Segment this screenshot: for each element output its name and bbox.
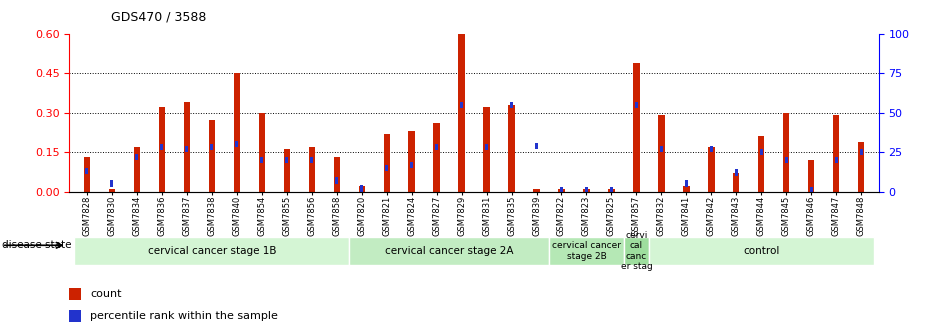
Text: control: control: [743, 246, 780, 256]
Bar: [610, 187, 613, 193]
Bar: [259, 113, 265, 192]
Bar: [549, 237, 624, 265]
Text: count: count: [91, 290, 122, 299]
Bar: [584, 189, 589, 192]
Bar: [834, 157, 838, 163]
Bar: [684, 186, 689, 192]
Bar: [559, 189, 564, 192]
Bar: [709, 147, 714, 192]
Text: disease state: disease state: [2, 240, 71, 250]
Bar: [159, 107, 165, 192]
Bar: [69, 310, 81, 322]
Bar: [85, 168, 89, 174]
Bar: [560, 187, 563, 193]
Bar: [758, 136, 764, 192]
Bar: [734, 169, 738, 176]
Bar: [360, 185, 364, 192]
Bar: [235, 141, 239, 147]
Bar: [310, 157, 314, 163]
Bar: [184, 102, 190, 192]
Text: cervical cancer
stage 2B: cervical cancer stage 2B: [552, 242, 621, 261]
Bar: [509, 105, 514, 192]
Bar: [74, 237, 349, 265]
Bar: [359, 186, 364, 192]
Text: cervical cancer stage 2A: cervical cancer stage 2A: [385, 246, 513, 256]
Bar: [808, 160, 814, 192]
Bar: [309, 147, 315, 192]
Bar: [234, 73, 240, 192]
Text: GDS470 / 3588: GDS470 / 3588: [111, 10, 206, 23]
Bar: [634, 62, 639, 192]
Bar: [385, 165, 388, 171]
Bar: [384, 134, 389, 192]
Bar: [435, 144, 438, 151]
Bar: [135, 154, 139, 160]
Bar: [110, 180, 114, 187]
Bar: [160, 144, 164, 151]
Bar: [134, 147, 140, 192]
Bar: [784, 157, 788, 163]
Bar: [109, 189, 115, 192]
Bar: [210, 144, 214, 151]
Bar: [84, 157, 90, 192]
Bar: [660, 146, 663, 152]
Bar: [759, 149, 763, 155]
Bar: [510, 101, 513, 108]
Bar: [684, 180, 688, 187]
Bar: [534, 189, 539, 192]
Bar: [484, 107, 489, 192]
Bar: [410, 162, 413, 168]
Bar: [209, 121, 215, 192]
Bar: [649, 237, 874, 265]
Bar: [783, 113, 789, 192]
Bar: [833, 115, 839, 192]
Bar: [485, 144, 488, 151]
Bar: [460, 101, 463, 108]
Text: cervical cancer stage 1B: cervical cancer stage 1B: [147, 246, 276, 256]
Bar: [185, 146, 189, 152]
Text: cervi
cal
canc
er stag: cervi cal canc er stag: [621, 231, 652, 271]
Bar: [69, 288, 81, 300]
Bar: [335, 177, 339, 184]
Bar: [459, 34, 464, 192]
Bar: [585, 187, 588, 193]
Bar: [624, 237, 649, 265]
Bar: [284, 150, 290, 192]
Bar: [859, 149, 863, 155]
Bar: [334, 157, 339, 192]
Bar: [349, 237, 549, 265]
Bar: [659, 115, 664, 192]
Bar: [734, 173, 739, 192]
Bar: [535, 142, 538, 149]
Bar: [409, 131, 414, 192]
Text: percentile rank within the sample: percentile rank within the sample: [91, 311, 278, 321]
Bar: [809, 187, 813, 193]
Bar: [709, 146, 713, 152]
Bar: [285, 157, 289, 163]
Bar: [434, 123, 439, 192]
Bar: [635, 101, 638, 108]
Bar: [858, 141, 864, 192]
Bar: [609, 189, 614, 192]
Bar: [260, 157, 264, 163]
